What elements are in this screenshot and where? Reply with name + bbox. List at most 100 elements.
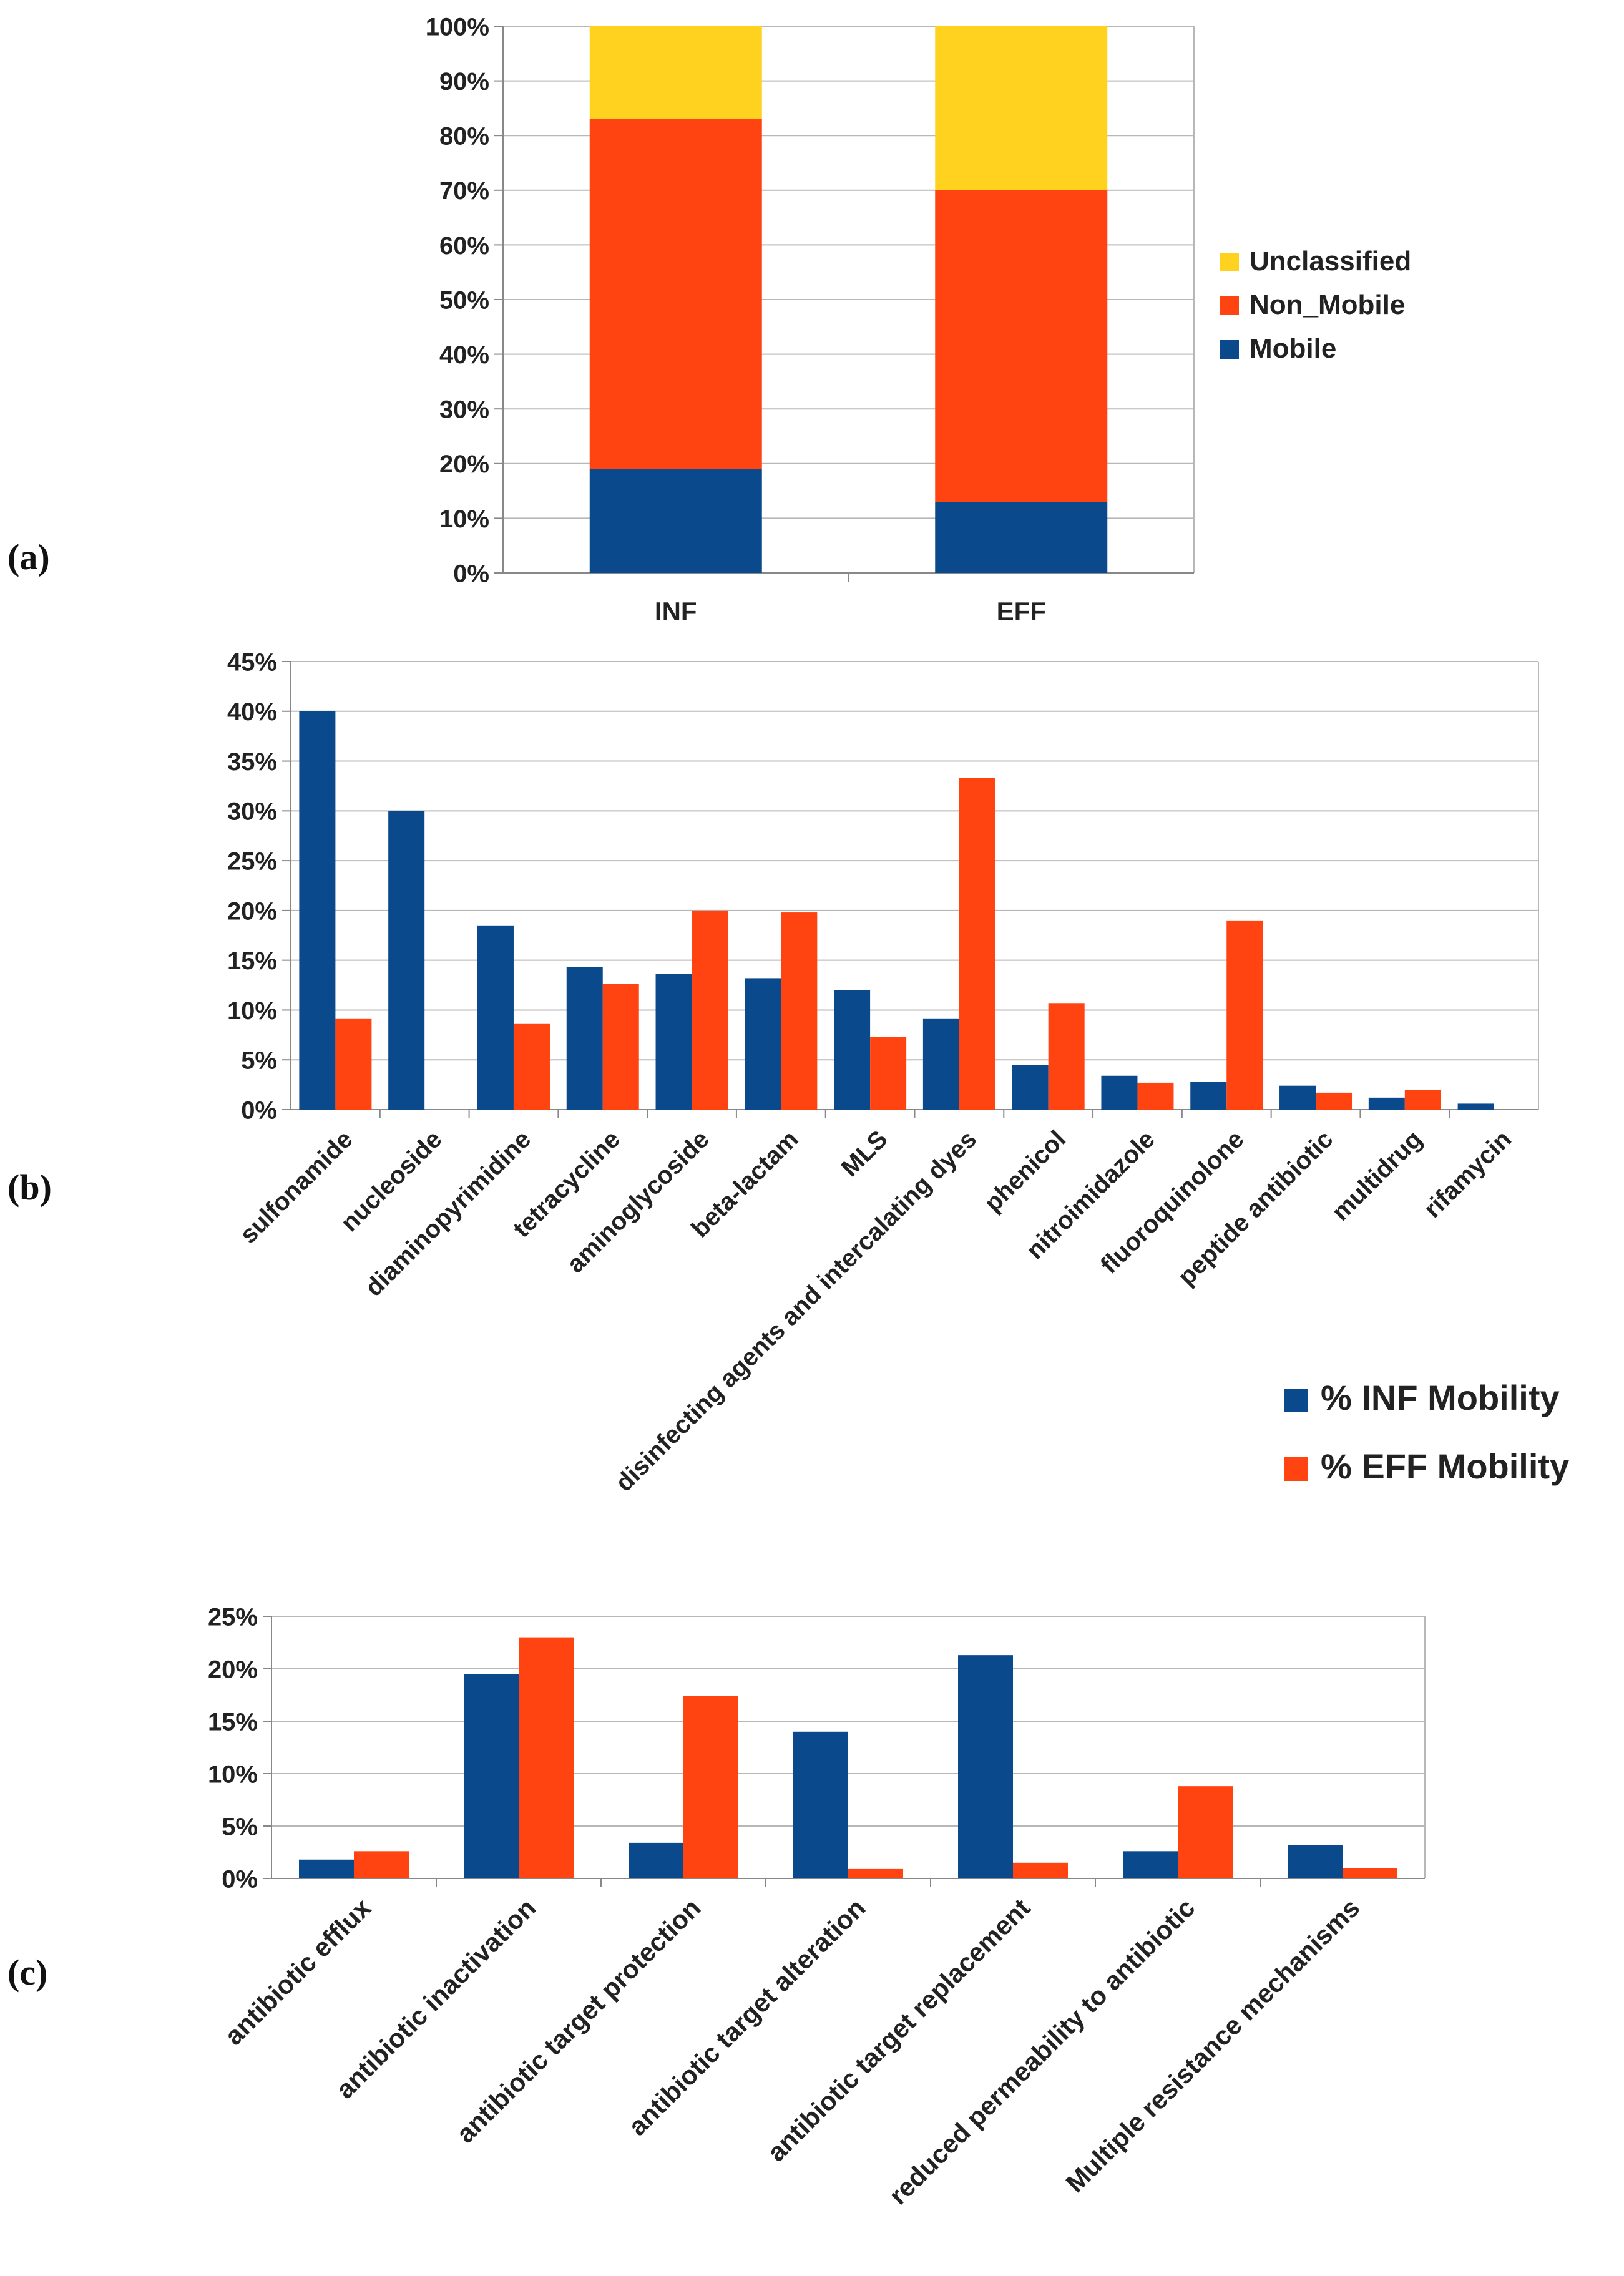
- y-tick-label-100: 100%: [426, 13, 489, 41]
- y-tick-label-45: 45%: [227, 648, 277, 676]
- x-tick-label-multidrug: multidrug: [1327, 1125, 1428, 1226]
- x-tick-label-peptide-antibiotic: peptide antibiotic: [1173, 1125, 1338, 1291]
- legend-swatch-mobile: [1220, 340, 1239, 359]
- x-tick-label-eff: EFF: [997, 597, 1046, 626]
- panel-c-chart: 0% 5% 10% 15% 20% 25% antibiotic efflux antibio…: [208, 1603, 1426, 2210]
- bar-disinfecting-agents-and-intercalating-dyes-eff-mobility: [959, 778, 995, 1110]
- bar-phenicol-eff-mobility: [1048, 1003, 1085, 1110]
- y-tick-label-20: 20%: [208, 1656, 258, 1683]
- y-tick-label-90: 90%: [439, 68, 489, 95]
- bar-fluoroquinolone-eff-mobility: [1226, 920, 1263, 1110]
- bar-antibiotic-inactivation-inf-mobility: [464, 1674, 519, 1878]
- y-tick-label-10: 10%: [208, 1761, 258, 1788]
- bar-sulfonamide-eff-mobility: [335, 1018, 372, 1110]
- bar-phenicol-inf-mobility: [1012, 1065, 1049, 1110]
- bar-antibiotic-efflux-eff-mobility: [354, 1851, 409, 1878]
- y-tick-label-70: 70%: [439, 177, 489, 205]
- bar-antibiotic-efflux-inf-mobility: [299, 1859, 354, 1878]
- panel-b-chart: 0%5%10%15%20%25%30%35%40%45%sulfonamiden…: [227, 648, 1569, 1497]
- legend-label-non-mobile: Non_Mobile: [1250, 290, 1405, 320]
- y-tick-label-15: 15%: [208, 1708, 258, 1736]
- bar-antibiotic-target-replacement-eff-mobility: [1013, 1862, 1068, 1878]
- x-tick-label-inf: INF: [655, 597, 697, 626]
- x-tick-label-sulfonamide: sulfonamide: [235, 1125, 358, 1249]
- x-tick-label-reduced-permeability-to-antibiotic: reduced permeability to antibiotic: [883, 1893, 1200, 2210]
- bar-sulfonamide-inf-mobility: [299, 711, 336, 1110]
- panel-label-c: (c): [7, 1952, 47, 1993]
- legend-b: % INF Mobility % EFF Mobility: [1284, 1378, 1569, 1486]
- bar-peptide-antibiotic-eff-mobility: [1316, 1092, 1353, 1110]
- bar-multidrug-inf-mobility: [1368, 1097, 1405, 1110]
- bar-multidrug-eff-mobility: [1404, 1090, 1441, 1110]
- bar-tetracycline-inf-mobility: [566, 967, 603, 1110]
- bar-multiple-resistance-mechanisms-inf-mobility: [1288, 1845, 1343, 1878]
- y-tick-label-5: 5%: [241, 1047, 277, 1075]
- bar-antibiotic-target-protection-inf-mobility: [629, 1842, 683, 1878]
- x-tick-label-antibiotic-efflux: antibiotic efflux: [219, 1893, 377, 2051]
- bar-aminoglycoside-inf-mobility: [655, 974, 692, 1110]
- bar-beta-lactam-eff-mobility: [781, 912, 818, 1110]
- bar-beta-lactam-inf-mobility: [745, 978, 781, 1110]
- y-tick-label-80: 80%: [439, 123, 489, 150]
- legend-swatch-inf-mobility: [1284, 1389, 1308, 1412]
- bar-reduced-permeability-to-antibiotic-inf-mobility: [1123, 1851, 1178, 1878]
- bar-tetracycline-eff-mobility: [602, 984, 639, 1110]
- y-tick-label-15: 15%: [227, 947, 277, 975]
- legend-a: Unclassified Non_Mobile Mobile: [1220, 246, 1411, 364]
- legend-label-eff-mobility: % EFF Mobility: [1321, 1447, 1569, 1486]
- bar-aminoglycoside-eff-mobility: [692, 910, 728, 1110]
- bar-antibiotic-target-replacement-inf-mobility: [958, 1655, 1013, 1878]
- bar-nitroimidazole-inf-mobility: [1101, 1075, 1138, 1110]
- y-tick-label-0: 0%: [453, 560, 489, 587]
- bar-mls-inf-mobility: [834, 990, 871, 1110]
- legend-swatch-unclassified: [1220, 253, 1239, 271]
- bar-antibiotic-inactivation-eff-mobility: [519, 1637, 574, 1878]
- y-tick-label-0: 0%: [241, 1096, 277, 1124]
- y-tick-label-60: 60%: [439, 232, 489, 260]
- y-tick-label-30: 30%: [227, 798, 277, 826]
- bar-antibiotic-target-alteration-eff-mobility: [848, 1868, 903, 1878]
- y-tick-label-40: 40%: [439, 341, 489, 369]
- bar-fluoroquinolone-inf-mobility: [1190, 1082, 1227, 1110]
- bar-eff-mobile: [935, 502, 1108, 573]
- legend-swatch-non-mobile: [1220, 296, 1239, 315]
- bar-rifamycin-inf-mobility: [1457, 1103, 1494, 1110]
- bar-nucleoside-inf-mobility: [388, 811, 425, 1110]
- bar-eff-non-mobile: [935, 190, 1108, 502]
- panel-labels: (a) (b) (c): [7, 537, 52, 1993]
- panel-a-chart: 0% 10% 20% 30% 40% 50% 60% 70% 80% 90% 100% INF EFF U…: [426, 13, 1412, 626]
- bar-eff-unclassified: [935, 26, 1108, 190]
- y-tick-label-20: 20%: [439, 451, 489, 478]
- bar-multiple-resistance-mechanisms-eff-mobility: [1343, 1868, 1397, 1878]
- bar-inf-mobile: [589, 469, 762, 573]
- legend-label-inf-mobility: % INF Mobility: [1321, 1378, 1560, 1417]
- legend-label-mobile: Mobile: [1250, 333, 1336, 364]
- x-tick-label-diaminopyrimidine: diaminopyrimidine: [360, 1125, 537, 1302]
- y-tick-label-10: 10%: [227, 997, 277, 1025]
- bar-peptide-antibiotic-inf-mobility: [1279, 1085, 1316, 1110]
- y-tick-label-25: 25%: [227, 848, 277, 876]
- legend-swatch-eff-mobility: [1284, 1457, 1308, 1481]
- x-tick-label-multiple-resistance-mechanisms: Multiple resistance mechanisms: [1060, 1893, 1366, 2198]
- bar-antibiotic-target-protection-eff-mobility: [683, 1696, 738, 1878]
- y-tick-label-5: 5%: [222, 1813, 258, 1840]
- x-tick-label-rifamycin: rifamycin: [1419, 1125, 1517, 1223]
- panel-label-a: (a): [7, 537, 50, 577]
- bar-inf-unclassified: [589, 26, 762, 119]
- y-tick-label-20: 20%: [227, 897, 277, 925]
- bar-nitroimidazole-eff-mobility: [1137, 1082, 1174, 1110]
- y-tick-label-35: 35%: [227, 748, 277, 776]
- x-tick-label-phenicol: phenicol: [979, 1125, 1071, 1217]
- bar-mls-eff-mobility: [870, 1037, 907, 1110]
- panel-label-b: (b): [7, 1167, 52, 1208]
- bar-disinfecting-agents-and-intercalating-dyes-inf-mobility: [922, 1018, 959, 1110]
- y-tick-label-40: 40%: [227, 698, 277, 726]
- bar-inf-non-mobile: [589, 119, 762, 469]
- legend-label-unclassified: Unclassified: [1250, 246, 1411, 276]
- x-tick-label-mls: MLS: [836, 1125, 893, 1182]
- y-tick-label-10: 10%: [439, 506, 489, 533]
- y-tick-label-25: 25%: [208, 1603, 258, 1631]
- y-tick-label-50: 50%: [439, 286, 489, 314]
- bar-reduced-permeability-to-antibiotic-eff-mobility: [1178, 1786, 1233, 1878]
